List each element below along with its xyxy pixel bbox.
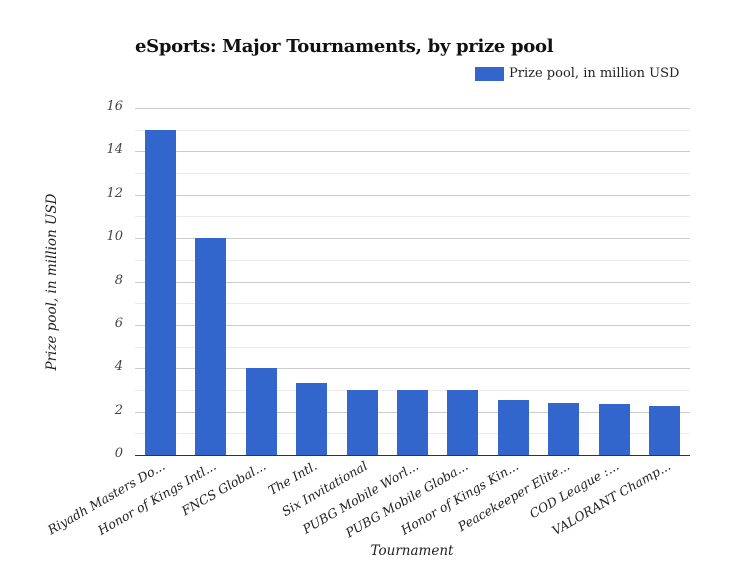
y-tick-label: 12	[106, 185, 123, 201]
bar[interactable]	[497, 399, 529, 455]
y-tick-label: 2	[114, 402, 123, 418]
bar[interactable]	[144, 129, 176, 455]
gridline	[135, 238, 690, 240]
legend-label: Prize pool, in million USD	[509, 66, 680, 81]
gridline	[135, 129, 690, 131]
gridline	[135, 303, 690, 305]
gridline	[135, 324, 690, 326]
bar[interactable]	[245, 368, 277, 455]
y-axis-title: Prize pool, in million USD	[44, 193, 60, 371]
legend: Prize pool, in million USD	[475, 66, 679, 81]
gridline	[135, 173, 690, 175]
bar[interactable]	[598, 404, 630, 455]
x-axis-title: Tournament	[370, 543, 454, 559]
gridline	[135, 194, 690, 196]
x-axis-line	[135, 455, 690, 456]
bar[interactable]	[548, 402, 580, 455]
gridline	[135, 281, 690, 283]
bar[interactable]	[195, 238, 227, 455]
legend-swatch	[475, 66, 504, 81]
plot-area	[135, 108, 690, 456]
y-tick-label: 8	[114, 272, 123, 288]
y-tick-label: 4	[114, 359, 123, 375]
gridline	[135, 108, 690, 109]
gridline	[135, 368, 690, 370]
gridline	[135, 151, 690, 153]
bar[interactable]	[346, 389, 378, 455]
y-tick-label: 10	[106, 229, 123, 245]
gridline	[135, 259, 690, 261]
x-tick-label: FNCS Global...	[179, 458, 269, 519]
y-tick-label: 16	[106, 99, 123, 114]
bar[interactable]	[447, 389, 479, 455]
gridline	[135, 346, 690, 348]
bar[interactable]	[296, 383, 328, 455]
chart-title: eSports: Major Tournaments, by prize poo…	[135, 36, 554, 57]
bar[interactable]	[649, 406, 681, 455]
y-tick-label: 6	[114, 315, 123, 331]
y-tick-label: 0	[114, 446, 123, 461]
bar[interactable]	[397, 389, 428, 455]
gridline	[135, 216, 690, 218]
y-tick-label: 14	[106, 142, 123, 158]
